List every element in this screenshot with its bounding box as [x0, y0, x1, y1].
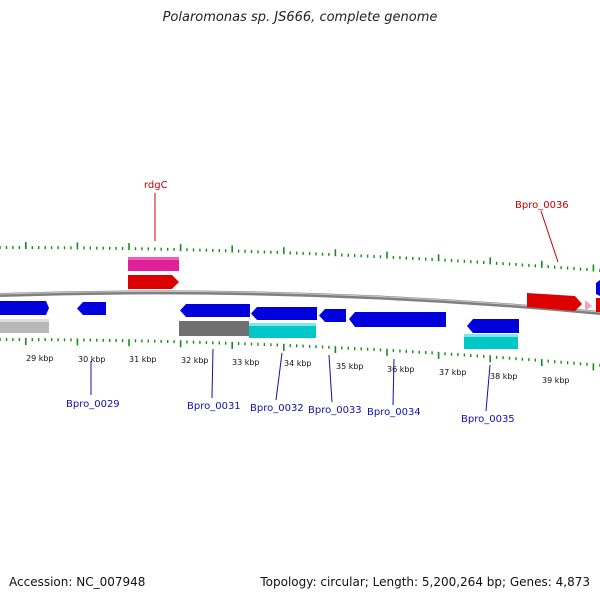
gene-labels: rdgC Bpro_0036 Bpro_0029 Bpro_0031 Bpro_…: [66, 180, 569, 425]
scale-label-33kbp: 33 kbp: [232, 358, 260, 367]
scale-label-37kbp: 37 kbp: [439, 368, 467, 377]
gene-label-bpro-0032[interactable]: Bpro_0032: [250, 403, 304, 414]
leader-bpro-0031: [211, 348, 214, 399]
accession-text: Accession: NC_007948: [9, 575, 146, 589]
gene-pseudo-gray[interactable]: [0, 319, 49, 333]
label-leaders: [90, 193, 559, 412]
leader-bpro-0034: [392, 358, 395, 406]
gene-forward-0035[interactable]: [467, 319, 519, 333]
leader-bpro-0033: [328, 354, 333, 403]
reverse-genes: [128, 257, 600, 312]
gene-rdgC[interactable]: [128, 275, 179, 289]
scale-label-30kbp: 30 kbp: [78, 355, 106, 364]
leader-bpro-0035: [485, 364, 491, 412]
forward-genes: [0, 280, 600, 333]
genome-backbone-highlight: [0, 290, 600, 313]
gene-label-rdgC[interactable]: rdgC: [144, 180, 168, 191]
scale-labels: 29 kbp 30 kbp 31 kbp 32 kbp 33 kbp 34 kb…: [26, 354, 570, 385]
scale-label-36kbp: 36 kbp: [387, 365, 415, 374]
gene-forward-0034[interactable]: [349, 312, 446, 327]
scale-label-35kbp: 35 kbp: [336, 362, 364, 371]
gene-label-bpro-0029[interactable]: Bpro_0029: [66, 399, 120, 410]
gene-bpro-0036[interactable]: [527, 293, 582, 311]
gene-forward-0033[interactable]: [319, 309, 346, 322]
scale-label-38kbp: 38 kbp: [490, 372, 518, 381]
gene-forward-0029[interactable]: [77, 302, 106, 315]
scale-label-34kbp: 34 kbp: [284, 359, 312, 368]
gene-label-bpro-0031[interactable]: Bpro_0031: [187, 401, 241, 412]
gene-cyan-0032[interactable]: [249, 323, 316, 338]
gene-rdgC-highlight-shade: [128, 257, 179, 260]
gene-label-bpro-0036[interactable]: Bpro_0036: [515, 200, 569, 211]
lower-scale-ticks: [0, 338, 600, 371]
gene-forward-0028[interactable]: [0, 301, 49, 315]
gene-cyan-0032-shade: [249, 323, 316, 326]
genome-backbone: [0, 290, 600, 315]
gene-forward-0031[interactable]: [180, 304, 250, 317]
scale-label-32kbp: 32 kbp: [181, 356, 209, 365]
gene-rdgC-highlight[interactable]: [128, 257, 179, 271]
upper-scale-ticks: [0, 242, 600, 272]
gene-bpro-0036-pseudo[interactable]: [585, 300, 592, 311]
gene-forward-edge[interactable]: [596, 280, 600, 296]
gene-pseudo-gray-shade: [0, 319, 49, 322]
gene-dark-gray[interactable]: [179, 321, 249, 336]
gene-label-bpro-0034[interactable]: Bpro_0034: [367, 407, 421, 418]
gene-reverse-edge[interactable]: [596, 298, 600, 312]
scale-label-39kbp: 39 kbp: [542, 376, 570, 385]
genome-title: Polaromonas sp. JS666, complete genome: [162, 10, 438, 25]
scale-label-31kbp: 31 kbp: [129, 355, 157, 364]
gene-forward-0032[interactable]: [251, 307, 317, 320]
gene-label-bpro-0035[interactable]: Bpro_0035: [461, 414, 515, 425]
leader-bpro-0032: [275, 352, 283, 401]
gene-label-bpro-0033[interactable]: Bpro_0033: [308, 405, 362, 416]
scale-label-29kbp: 29 kbp: [26, 354, 54, 363]
topology-text: Topology: circular; Length: 5,200,264 bp…: [260, 575, 590, 589]
other-genes: [0, 319, 518, 349]
gene-cyan-0035[interactable]: [464, 334, 518, 349]
gene-cyan-0035-shade: [464, 334, 518, 337]
leader-bpro-0036: [540, 210, 559, 263]
